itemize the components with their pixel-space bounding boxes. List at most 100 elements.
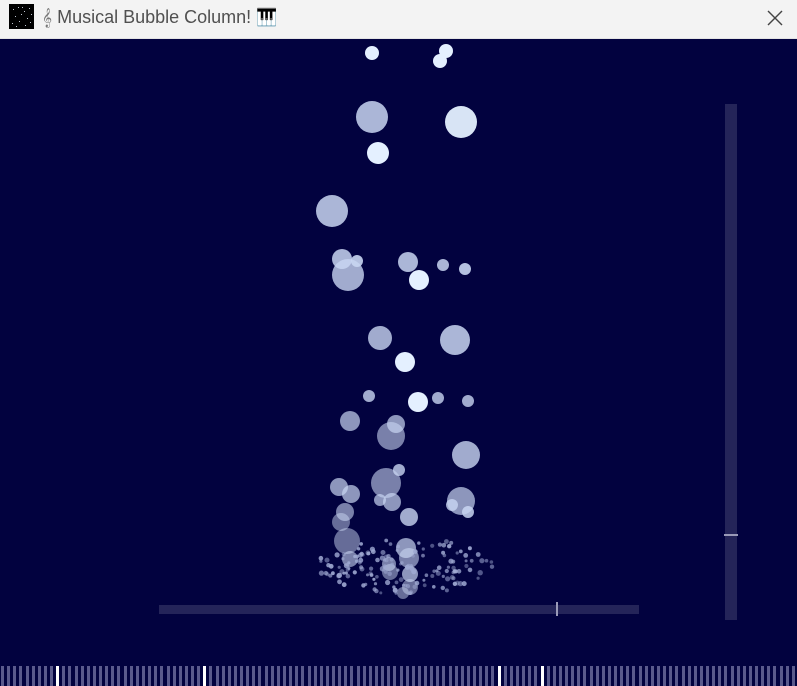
piano-key[interactable] bbox=[216, 666, 219, 686]
piano-key[interactable] bbox=[491, 666, 494, 686]
piano-key[interactable] bbox=[50, 666, 53, 686]
piano-key[interactable] bbox=[528, 666, 531, 686]
piano-key[interactable] bbox=[326, 666, 329, 686]
piano-key[interactable] bbox=[534, 666, 537, 686]
piano-key[interactable] bbox=[363, 666, 366, 686]
piano-key[interactable] bbox=[479, 666, 482, 686]
piano-key[interactable] bbox=[767, 666, 770, 686]
piano-key[interactable] bbox=[424, 666, 427, 686]
piano-key[interactable] bbox=[375, 666, 378, 686]
piano-key[interactable] bbox=[142, 666, 145, 686]
piano-key[interactable] bbox=[381, 666, 384, 686]
piano-key[interactable] bbox=[117, 666, 120, 686]
piano-key[interactable] bbox=[761, 666, 764, 686]
piano-key[interactable] bbox=[541, 666, 544, 686]
piano-key[interactable] bbox=[467, 666, 470, 686]
piano-key[interactable] bbox=[749, 666, 752, 686]
piano-key[interactable] bbox=[26, 666, 29, 686]
piano-key[interactable] bbox=[179, 666, 182, 686]
piano-key[interactable] bbox=[694, 666, 697, 686]
piano-key[interactable] bbox=[87, 666, 90, 686]
piano-key[interactable] bbox=[258, 666, 261, 686]
piano-key[interactable] bbox=[651, 666, 654, 686]
piano-key[interactable] bbox=[583, 666, 586, 686]
piano-key[interactable] bbox=[344, 666, 347, 686]
piano-key[interactable] bbox=[99, 666, 102, 686]
piano-key[interactable] bbox=[222, 666, 225, 686]
piano-keyboard[interactable] bbox=[0, 666, 797, 686]
piano-key[interactable] bbox=[234, 666, 237, 686]
close-button[interactable] bbox=[751, 0, 797, 38]
piano-key[interactable] bbox=[522, 666, 525, 686]
piano-key[interactable] bbox=[252, 666, 255, 686]
piano-key[interactable] bbox=[565, 666, 568, 686]
piano-key[interactable] bbox=[283, 666, 286, 686]
piano-key[interactable] bbox=[295, 666, 298, 686]
piano-key[interactable] bbox=[240, 666, 243, 686]
piano-key[interactable] bbox=[228, 666, 231, 686]
piano-key[interactable] bbox=[743, 666, 746, 686]
piano-key[interactable] bbox=[265, 666, 268, 686]
piano-key[interactable] bbox=[553, 666, 556, 686]
piano-key[interactable] bbox=[663, 666, 666, 686]
piano-key[interactable] bbox=[430, 666, 433, 686]
piano-key[interactable] bbox=[688, 666, 691, 686]
piano-key[interactable] bbox=[62, 666, 65, 686]
piano-key[interactable] bbox=[620, 666, 623, 686]
piano-key[interactable] bbox=[93, 666, 96, 686]
piano-key[interactable] bbox=[320, 666, 323, 686]
piano-key[interactable] bbox=[160, 666, 163, 686]
piano-key[interactable] bbox=[718, 666, 721, 686]
piano-key[interactable] bbox=[185, 666, 188, 686]
piano-key[interactable] bbox=[332, 666, 335, 686]
piano-key[interactable] bbox=[485, 666, 488, 686]
piano-key[interactable] bbox=[38, 666, 41, 686]
piano-key[interactable] bbox=[590, 666, 593, 686]
piano-key[interactable] bbox=[449, 666, 452, 686]
piano-key[interactable] bbox=[731, 666, 734, 686]
piano-key[interactable] bbox=[455, 666, 458, 686]
horizontal-slider-thumb[interactable] bbox=[556, 602, 559, 616]
piano-key[interactable] bbox=[700, 666, 703, 686]
piano-key[interactable] bbox=[289, 666, 292, 686]
piano-key[interactable] bbox=[148, 666, 151, 686]
piano-key[interactable] bbox=[418, 666, 421, 686]
piano-key[interactable] bbox=[473, 666, 476, 686]
piano-key[interactable] bbox=[130, 666, 133, 686]
piano-key[interactable] bbox=[13, 666, 16, 686]
piano-key[interactable] bbox=[608, 666, 611, 686]
piano-key[interactable] bbox=[1, 666, 4, 686]
piano-key[interactable] bbox=[602, 666, 605, 686]
piano-key[interactable] bbox=[632, 666, 635, 686]
piano-key[interactable] bbox=[314, 666, 317, 686]
piano-key[interactable] bbox=[724, 666, 727, 686]
piano-key[interactable] bbox=[44, 666, 47, 686]
piano-key[interactable] bbox=[755, 666, 758, 686]
piano-key[interactable] bbox=[577, 666, 580, 686]
vertical-slider[interactable] bbox=[724, 104, 738, 620]
piano-key[interactable] bbox=[498, 666, 501, 686]
piano-key[interactable] bbox=[682, 666, 685, 686]
piano-key[interactable] bbox=[357, 666, 360, 686]
piano-key[interactable] bbox=[706, 666, 709, 686]
piano-key[interactable] bbox=[308, 666, 311, 686]
piano-key[interactable] bbox=[7, 666, 10, 686]
piano-key[interactable] bbox=[780, 666, 783, 686]
piano-key[interactable] bbox=[105, 666, 108, 686]
piano-key[interactable] bbox=[393, 666, 396, 686]
piano-key[interactable] bbox=[559, 666, 562, 686]
piano-key[interactable] bbox=[167, 666, 170, 686]
piano-key[interactable] bbox=[516, 666, 519, 686]
piano-key[interactable] bbox=[81, 666, 84, 686]
piano-key[interactable] bbox=[19, 666, 22, 686]
piano-key[interactable] bbox=[639, 666, 642, 686]
piano-key[interactable] bbox=[442, 666, 445, 686]
piano-key[interactable] bbox=[792, 666, 795, 686]
piano-key[interactable] bbox=[173, 666, 176, 686]
piano-key[interactable] bbox=[669, 666, 672, 686]
piano-key[interactable] bbox=[400, 666, 403, 686]
piano-key[interactable] bbox=[301, 666, 304, 686]
vertical-slider-thumb[interactable] bbox=[724, 533, 738, 536]
piano-key[interactable] bbox=[191, 666, 194, 686]
piano-key[interactable] bbox=[56, 666, 59, 686]
